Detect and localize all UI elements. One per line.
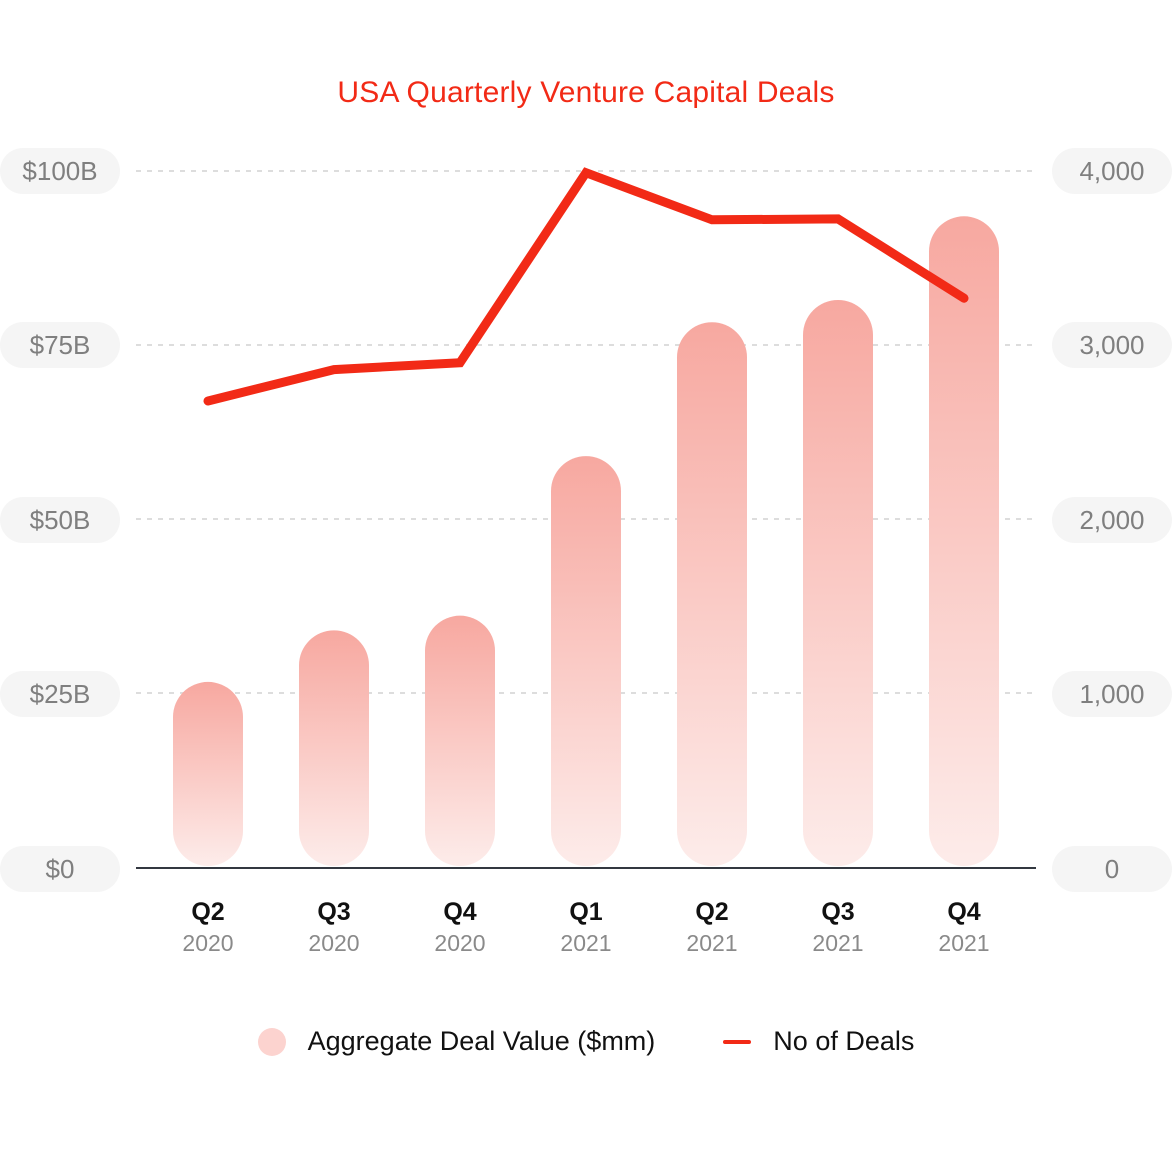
right-axis-tick: 4,000 [1052, 148, 1172, 194]
deals-line [203, 167, 969, 406]
bar[interactable] [803, 299, 873, 866]
x-axis-label: Q4 2020 [434, 898, 486, 956]
legend-item-no-of-deals[interactable]: No of Deals [723, 1026, 914, 1057]
bar[interactable] [425, 615, 495, 866]
legend-label: Aggregate Deal Value ($mm) [307, 1026, 656, 1056]
right-axis-tick: 1,000 [1052, 671, 1172, 717]
circle-swatch-icon [257, 1027, 286, 1056]
chart-title: USA Quarterly Venture Capital Deals [337, 76, 835, 109]
bar[interactable] [173, 681, 243, 866]
legend-label: No of Deals [773, 1026, 915, 1056]
left-axis-tick: $25B [0, 671, 120, 717]
left-axis-tick: $75B [0, 322, 120, 368]
legend-item-deal-value[interactable]: Aggregate Deal Value ($mm) [257, 1026, 656, 1057]
line-swatch-icon [723, 1039, 752, 1044]
x-axis-label: Q3 2021 [812, 898, 864, 956]
legend: Aggregate Deal Value ($mm) No of Deals [0, 1026, 1172, 1057]
x-axis-label: Q4 2021 [938, 898, 990, 956]
right-axis-tick: 0 [1052, 846, 1172, 892]
right-axis-tick: 2,000 [1052, 497, 1172, 543]
x-axis-label: Q3 2020 [308, 898, 360, 956]
right-axis-tick: 3,000 [1052, 322, 1172, 368]
x-axis-label: Q2 2020 [182, 898, 234, 956]
left-axis-tick: $0 [0, 846, 120, 892]
x-axis-label: Q2 2021 [686, 898, 738, 956]
bar[interactable] [551, 456, 621, 866]
left-axis-tick: $50B [0, 497, 120, 543]
bar[interactable] [677, 322, 747, 866]
x-axis-label: Q1 2021 [560, 898, 612, 956]
bar-series [173, 216, 999, 866]
left-axis-tick: $100B [0, 148, 120, 194]
bar[interactable] [299, 630, 369, 866]
gridlines [136, 170, 1036, 694]
bar[interactable] [929, 216, 999, 866]
